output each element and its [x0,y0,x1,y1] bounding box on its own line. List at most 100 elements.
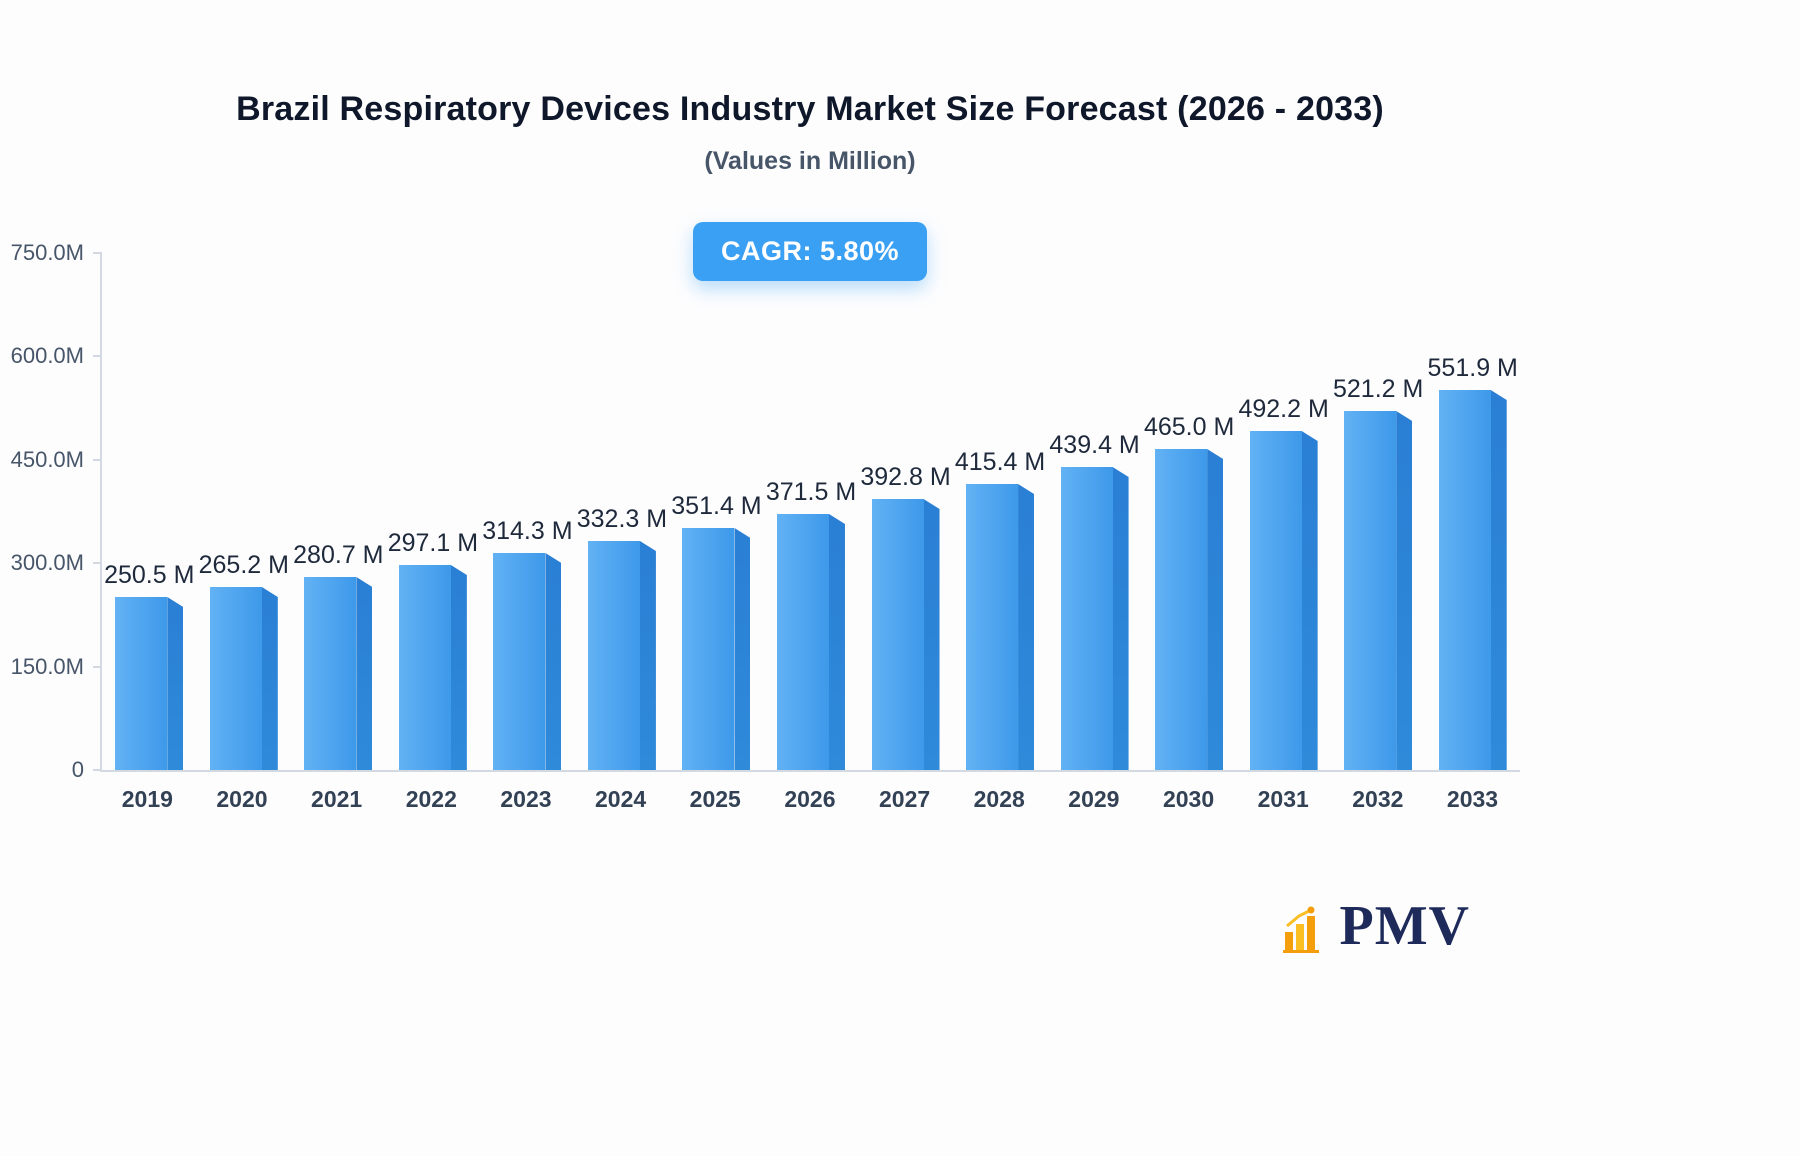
bar-value-label: 492.2 M [1238,395,1329,423]
cagr-badge-wrap: CAGR: 5.80% [0,222,1620,281]
bar-side [1396,411,1413,770]
x-tick-label-2029: 2029 [1068,786,1120,812]
bar-face [587,541,640,770]
x-tick-label-2030: 2030 [1162,786,1215,812]
bar-2024 [587,541,656,770]
x-axis: 2019 2020 2021 2022 2023 2024 2025 2026 2027 2028… [100,786,1520,813]
bar-slot-2028: 415.4 M [953,253,1048,770]
bar-2025 [682,528,751,770]
bar-slot-2031: 492.2 M [1236,253,1331,770]
bar-face [398,565,451,770]
x-tick-label-2028: 2028 [973,786,1025,812]
bar-side [828,514,845,770]
x-tick-label-2022: 2022 [405,786,457,812]
bar-2027 [871,499,940,770]
chart-subtitle: (Values in Million) [704,147,916,175]
bar-slot-2019: 250.5 M [102,253,197,770]
y-tick-mark [93,252,102,254]
bar-value-label: 415.4 M [954,448,1046,476]
x-tick-label-2033: 2033 [1446,786,1499,812]
bar-slot-2026: 371.5 M [764,253,859,770]
bar-side [1301,431,1318,770]
bar-side [261,587,278,770]
x-tick-label-2019: 2019 [121,786,173,812]
y-tick-label: 600.0M [10,343,84,369]
bar-slot-2022: 297.1 M [386,253,481,770]
x-tick-label-2025: 2025 [689,786,741,812]
bar-face [871,499,924,770]
bar-2030 [1155,449,1224,770]
bar-value-label: 392.8 M [860,463,951,491]
bar-2029 [1060,467,1129,770]
bar-slot-2023: 314.3 M [480,253,575,770]
bar-chart-icon [1283,906,1320,953]
bar-side [167,597,184,770]
bar-value-label: 297.1 M [387,529,479,557]
bar-side [356,577,373,770]
bar-side [1112,467,1129,770]
bar-value-label: 521.2 M [1333,375,1424,403]
bar-slot-2030: 465.0 M [1142,253,1237,770]
bar-2022 [398,565,467,770]
bar-side [545,553,562,770]
bar-face [115,597,168,770]
bar-slot-2032: 521.2 M [1331,253,1426,770]
y-tick-label: 0 [71,757,84,782]
x-tick-label-2032: 2032 [1352,786,1404,812]
x-tick-label-2021: 2021 [311,786,363,812]
y-tick-mark [93,562,102,565]
bar-side [1018,484,1035,770]
x-tick-label-2026: 2026 [784,786,836,812]
x-tick-label-2031: 2031 [1257,786,1309,812]
bar-face [209,587,262,770]
bar-2023 [493,553,562,770]
y-tick-mark [93,355,102,358]
bar-2020 [209,587,278,770]
bar-value-label: 332.3 M [576,505,668,533]
bar-side [923,499,940,770]
bar-side [450,565,467,770]
bar-value-label: 465.0 M [1143,413,1235,441]
bar-slot-2025: 351.4 M [669,253,764,770]
bar-2032 [1344,411,1413,770]
bar-slot-2027: 392.8 M [858,253,953,770]
cagr-badge: CAGR: 5.80% [692,222,928,281]
chart-title: Brazil Respiratory Devices Industry Mark… [236,90,1384,128]
bar-value-label: 551.9 M [1427,354,1518,382]
bar-face [1155,449,1208,770]
bar-side [1490,390,1507,770]
y-tick-mark [93,665,102,668]
x-tick-label-2024: 2024 [595,786,647,812]
bar-face [776,514,829,770]
y-tick-label: 150.0M [10,653,84,679]
bar-value-label: 265.2 M [198,551,289,579]
bar-2026 [776,514,845,770]
y-tick-label: 300.0M [10,550,84,576]
bar-side [639,541,656,770]
bar-face [1344,411,1397,770]
bar-slot-2021: 280.7 M [291,253,386,770]
bar-2021 [304,577,373,770]
bar-value-label: 280.7 M [293,541,384,569]
brand-logo: PMV [1281,898,1470,954]
bar-2033 [1438,390,1507,770]
x-tick-label-2027: 2027 [878,786,931,812]
bar-slot-2029: 439.4 M [1047,253,1142,770]
y-tick-mark [93,769,102,771]
bar-face [1438,390,1491,770]
bar-value-label: 439.4 M [1049,431,1140,459]
x-tick-label-2023: 2023 [500,786,552,812]
bar-face [304,577,357,770]
bar-series: 250.5 M 265.2 M 280.7 M 297.1 M 314.3 M 332.3… [102,253,1520,770]
bar-2031 [1249,431,1318,770]
bar-value-label: 371.5 M [765,478,857,506]
bar-slot-2024: 332.3 M [575,253,670,770]
bar-face [1060,467,1113,770]
bar-value-label: 351.4 M [671,492,762,520]
chart-header: Brazil Respiratory Devices Industry Mark… [0,90,1620,176]
y-tick-label: 450.0M [10,446,84,472]
bar-value-label: 250.5 M [104,561,195,589]
bar-slot-2033: 551.9 M [1425,253,1520,770]
